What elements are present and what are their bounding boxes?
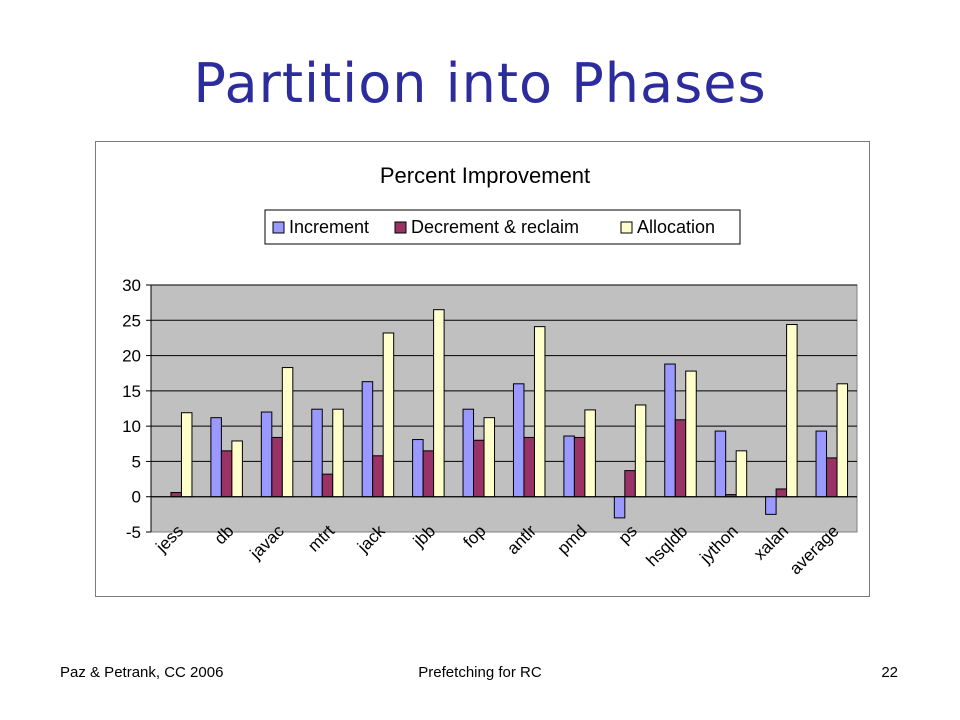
bar	[584, 409, 596, 498]
bar	[815, 430, 828, 498]
bar	[563, 435, 575, 498]
bar	[433, 309, 445, 498]
bar	[533, 326, 546, 498]
bar	[786, 324, 798, 498]
y-tick-label: 10	[122, 417, 141, 436]
legend-swatch	[620, 221, 633, 234]
y-tick-label: 5	[132, 452, 141, 471]
bar	[685, 370, 697, 498]
y-tick-label: 0	[132, 488, 141, 507]
bar	[775, 488, 788, 498]
page-number: 22	[881, 664, 898, 681]
plot-background	[150, 284, 858, 533]
bar	[281, 367, 294, 498]
bar	[664, 363, 676, 498]
bar	[361, 381, 374, 498]
slide-title: Partition into Phases	[193, 52, 767, 115]
bar	[260, 411, 273, 498]
bar	[836, 383, 849, 498]
bar	[271, 436, 283, 498]
bar	[220, 450, 233, 498]
bar	[170, 491, 182, 498]
bar	[382, 332, 395, 498]
footer-topic: Prefetching for RC	[418, 664, 542, 681]
y-tick-label: 25	[122, 311, 141, 330]
bar	[321, 473, 334, 498]
bar	[473, 439, 485, 498]
y-tick-label: 15	[122, 382, 141, 401]
bar	[573, 436, 586, 498]
legend-label: Increment	[289, 217, 369, 237]
bar	[735, 450, 748, 498]
legend-label: Allocation	[637, 217, 715, 237]
chart-title: Percent Improvement	[380, 163, 590, 188]
bar	[372, 455, 384, 498]
bar	[180, 412, 193, 498]
legend-swatch	[272, 221, 285, 234]
bar	[311, 408, 323, 498]
bar	[826, 457, 838, 498]
bar	[634, 404, 647, 498]
bar	[210, 417, 222, 498]
bar	[613, 496, 626, 519]
y-tick-label: 30	[122, 276, 141, 295]
bar	[674, 419, 687, 498]
bar	[231, 440, 243, 498]
bar	[483, 417, 496, 498]
legend-swatch	[394, 221, 407, 234]
legend-label: Decrement & reclaim	[411, 217, 579, 237]
bar	[765, 496, 777, 515]
legend-box	[264, 209, 741, 245]
footer-authors: Paz & Petrank, CC 2006	[60, 664, 224, 681]
bar	[332, 408, 344, 498]
bar	[714, 430, 727, 498]
y-tick-label: 20	[122, 347, 141, 366]
bar	[412, 439, 424, 498]
bar	[462, 408, 475, 498]
bar	[512, 383, 525, 498]
bar	[624, 470, 636, 498]
y-tick-label: -5	[126, 523, 141, 542]
bar	[422, 450, 435, 498]
bar	[523, 436, 535, 498]
